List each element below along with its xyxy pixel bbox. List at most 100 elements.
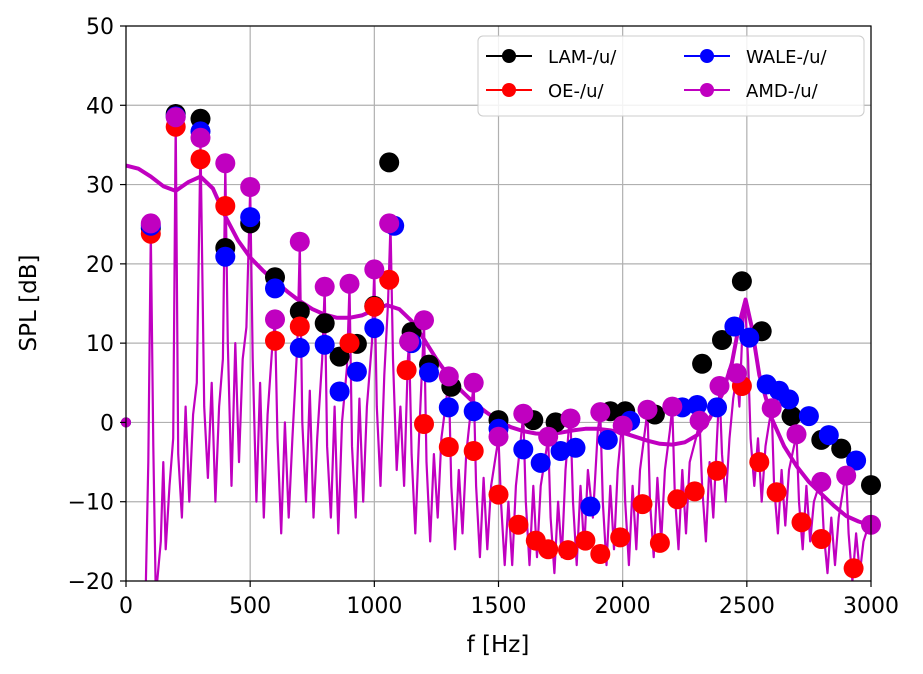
point-wale-u	[240, 207, 261, 228]
point-amd-u	[612, 415, 633, 436]
point-wale-u	[346, 361, 367, 382]
point-amd-u	[414, 310, 434, 331]
x-tick-label: 2500	[719, 594, 775, 619]
point-lam-u	[692, 353, 713, 374]
point-wale-u	[818, 425, 839, 446]
point-amd-u	[538, 426, 559, 447]
point-oe-u	[265, 330, 285, 351]
point-amd-u	[590, 402, 611, 423]
point-oe-u	[632, 494, 653, 515]
point-oe-u	[414, 414, 434, 434]
point-wale-u	[289, 337, 310, 358]
point-oe-u	[590, 544, 611, 564]
x-tick-label: 3000	[843, 594, 899, 619]
point-amd-u	[761, 398, 782, 419]
y-tick-label: −20	[68, 570, 114, 595]
point-amd-u	[560, 408, 581, 429]
point-amd-u	[662, 396, 683, 417]
point-lam-u	[289, 301, 310, 322]
point-wale-u	[597, 429, 618, 450]
point-wale-u	[739, 327, 760, 348]
point-wale-u	[550, 441, 571, 461]
point-oe-u	[339, 333, 360, 354]
point-lam-u	[731, 271, 752, 292]
point-wale-u	[687, 395, 708, 415]
point-amd-u	[811, 471, 832, 492]
y-tick-label: 20	[86, 253, 114, 278]
point-oe-u	[463, 441, 484, 461]
point-oe-u	[649, 532, 670, 553]
point-wale-u	[565, 437, 586, 458]
point-wale-u	[364, 318, 385, 339]
point-amd-u	[637, 399, 658, 420]
point-oe-u	[538, 539, 559, 560]
point-oe-u	[438, 437, 459, 457]
x-tick-label: 1500	[471, 594, 527, 619]
point-lam-u	[831, 438, 852, 459]
point-oe-u	[396, 360, 417, 381]
point-wale-u	[530, 452, 551, 473]
point-lam-u	[781, 406, 802, 427]
point-wale-u	[798, 406, 819, 427]
point-oe-u	[707, 460, 727, 481]
point-oe-u	[190, 149, 211, 170]
point-oe-u	[684, 481, 705, 502]
point-wale-u	[419, 362, 439, 383]
legend-marker-oe-u	[502, 83, 516, 97]
legend-label-oe-u: OE-/u/	[548, 81, 605, 102]
point-amd-u	[726, 363, 747, 384]
point-amd-u	[289, 231, 310, 252]
point-oe-u	[364, 296, 385, 317]
x-tick-label: 0	[119, 594, 133, 619]
point-amd-u	[836, 465, 857, 486]
legend-label-lam-u: LAM-/u/	[548, 47, 617, 68]
y-tick-label: 0	[100, 411, 114, 436]
y-tick-label: 10	[86, 332, 114, 357]
point-wale-u	[846, 450, 867, 471]
legend-marker-lam-u	[502, 49, 516, 63]
point-amd-u	[165, 107, 186, 128]
x-tick-label: 500	[229, 594, 271, 619]
y-tick-label: −10	[68, 491, 114, 516]
point-amd-u	[314, 276, 335, 297]
point-amd-u	[786, 424, 807, 445]
legend: LAM-/u/OE-/u/WALE-/u/AMD-/u/	[477, 35, 865, 117]
x-tick-label: 2000	[595, 594, 651, 619]
point-wale-u	[724, 316, 745, 337]
x-tick-label: 1000	[346, 594, 402, 619]
point-oe-u	[575, 530, 596, 551]
point-wale-u	[265, 278, 285, 299]
series-line-amd-u-envelope	[126, 163, 871, 528]
point-oe-u	[749, 452, 770, 473]
point-wale-u	[314, 334, 335, 355]
point-amd-u	[265, 309, 285, 330]
y-tick-label: 30	[86, 174, 114, 199]
point-oe-u	[215, 196, 236, 216]
point-oe-u	[508, 514, 529, 535]
y-tick-label: 40	[86, 94, 114, 119]
point-amd-u	[709, 376, 730, 396]
point-amd-u	[140, 213, 161, 234]
point-amd-u	[488, 426, 509, 447]
point-lam-u	[314, 313, 335, 334]
point-oe-u	[791, 512, 812, 533]
point-wale-u	[513, 439, 534, 460]
x-axis-label: f [Hz]	[467, 632, 530, 658]
point-wale-u	[329, 381, 350, 402]
point-oe-u	[610, 527, 631, 548]
point-oe-u	[667, 489, 688, 510]
point-amd-u	[438, 366, 459, 387]
point-amd-u	[215, 153, 236, 174]
legend-label-amd-u: AMD-/u/	[746, 81, 819, 102]
point-oe-u	[488, 484, 509, 505]
y-tick-label: 50	[86, 15, 114, 40]
legend-marker-amd-u	[700, 83, 714, 97]
point-wale-u	[779, 389, 799, 410]
point-wale-u	[580, 496, 601, 517]
point-amd-u	[399, 331, 420, 352]
legend-box	[477, 35, 865, 117]
point-amd-u	[364, 259, 385, 280]
point-oe-u	[379, 269, 400, 290]
point-wale-u	[215, 246, 236, 267]
